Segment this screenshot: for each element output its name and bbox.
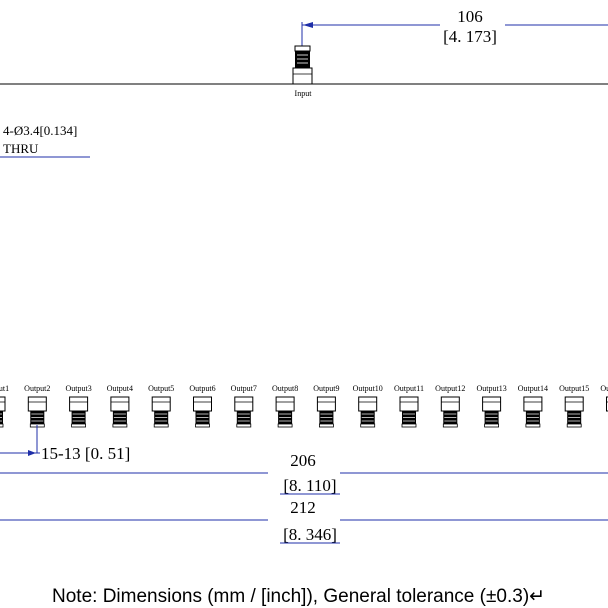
pitch-dim-label: 15-13 [0. 51] bbox=[41, 444, 130, 463]
output-label: Output3 bbox=[65, 384, 91, 393]
output-connector: Output5 bbox=[148, 384, 174, 428]
output-label: Output16 bbox=[600, 384, 608, 393]
input-dim-mm: 106 bbox=[457, 7, 483, 26]
output-label: Output13 bbox=[476, 384, 506, 393]
output-connector: Output12 bbox=[435, 384, 465, 428]
output-label: Output5 bbox=[148, 384, 174, 393]
input-label: Input bbox=[295, 89, 313, 98]
output-label: Output12 bbox=[435, 384, 465, 393]
output-connector: Output15 bbox=[559, 384, 589, 428]
input-dim-inch: [4. 173] bbox=[443, 27, 497, 46]
width-212-mm: 212 bbox=[290, 498, 316, 517]
input-dimension: 106 [4. 173] bbox=[302, 4, 608, 48]
output-label: Output11 bbox=[394, 384, 424, 393]
output-label: Output8 bbox=[272, 384, 298, 393]
output-connector: Output8 bbox=[272, 384, 298, 428]
output-label: Output2 bbox=[24, 384, 50, 393]
general-note: Note: Dimensions (mm / [inch]), General … bbox=[52, 586, 545, 607]
output-connectors: Output1 Output2 Output3 Output4 Output5 Outpu… bbox=[0, 384, 608, 428]
output-connector: Output16 bbox=[600, 384, 608, 412]
hole-note-line1: 4-Ø3.4[0.134] bbox=[3, 123, 77, 138]
output-connector: Output13 bbox=[476, 384, 507, 428]
pitch-arrow bbox=[28, 450, 36, 456]
output-label: Output1 bbox=[0, 384, 9, 393]
width-212-dimension: 212 [8. 346] bbox=[0, 498, 608, 544]
output-label: Output7 bbox=[231, 384, 257, 393]
pitch-dimension: 15-13 [0. 51] bbox=[0, 425, 130, 463]
output-label: Output10 bbox=[353, 384, 383, 393]
width-212-inch: [8. 346] bbox=[283, 525, 337, 544]
input-dimension-arrow bbox=[303, 22, 313, 28]
output-label: Output6 bbox=[189, 384, 215, 393]
output-label: Output14 bbox=[518, 384, 548, 393]
output-connector: Output14 bbox=[518, 384, 548, 428]
width-206-dimension: 206 [8. 110] bbox=[0, 451, 608, 495]
output-connector: Output11 bbox=[394, 384, 424, 428]
input-connector: Input bbox=[292, 22, 313, 98]
output-connector: Output1 bbox=[0, 384, 9, 428]
output-connector: Output10 bbox=[353, 384, 383, 428]
output-label: Output15 bbox=[559, 384, 589, 393]
output-connector: Output2 bbox=[24, 384, 50, 428]
hole-note-line2: THRU bbox=[3, 141, 39, 156]
output-connector: Output4 bbox=[107, 384, 133, 428]
output-connector: Output6 bbox=[189, 384, 216, 428]
width-206-inch: [8. 110] bbox=[283, 476, 336, 495]
width-206-mm: 206 bbox=[290, 451, 316, 470]
output-label: Output4 bbox=[107, 384, 133, 393]
output-connector: Output3 bbox=[65, 384, 92, 428]
output-connector: Output9 bbox=[313, 384, 340, 428]
hole-note: 4-Ø3.4[0.134] THRU bbox=[0, 123, 90, 158]
output-connector: Output7 bbox=[231, 384, 257, 428]
output-label: Output9 bbox=[313, 384, 339, 393]
